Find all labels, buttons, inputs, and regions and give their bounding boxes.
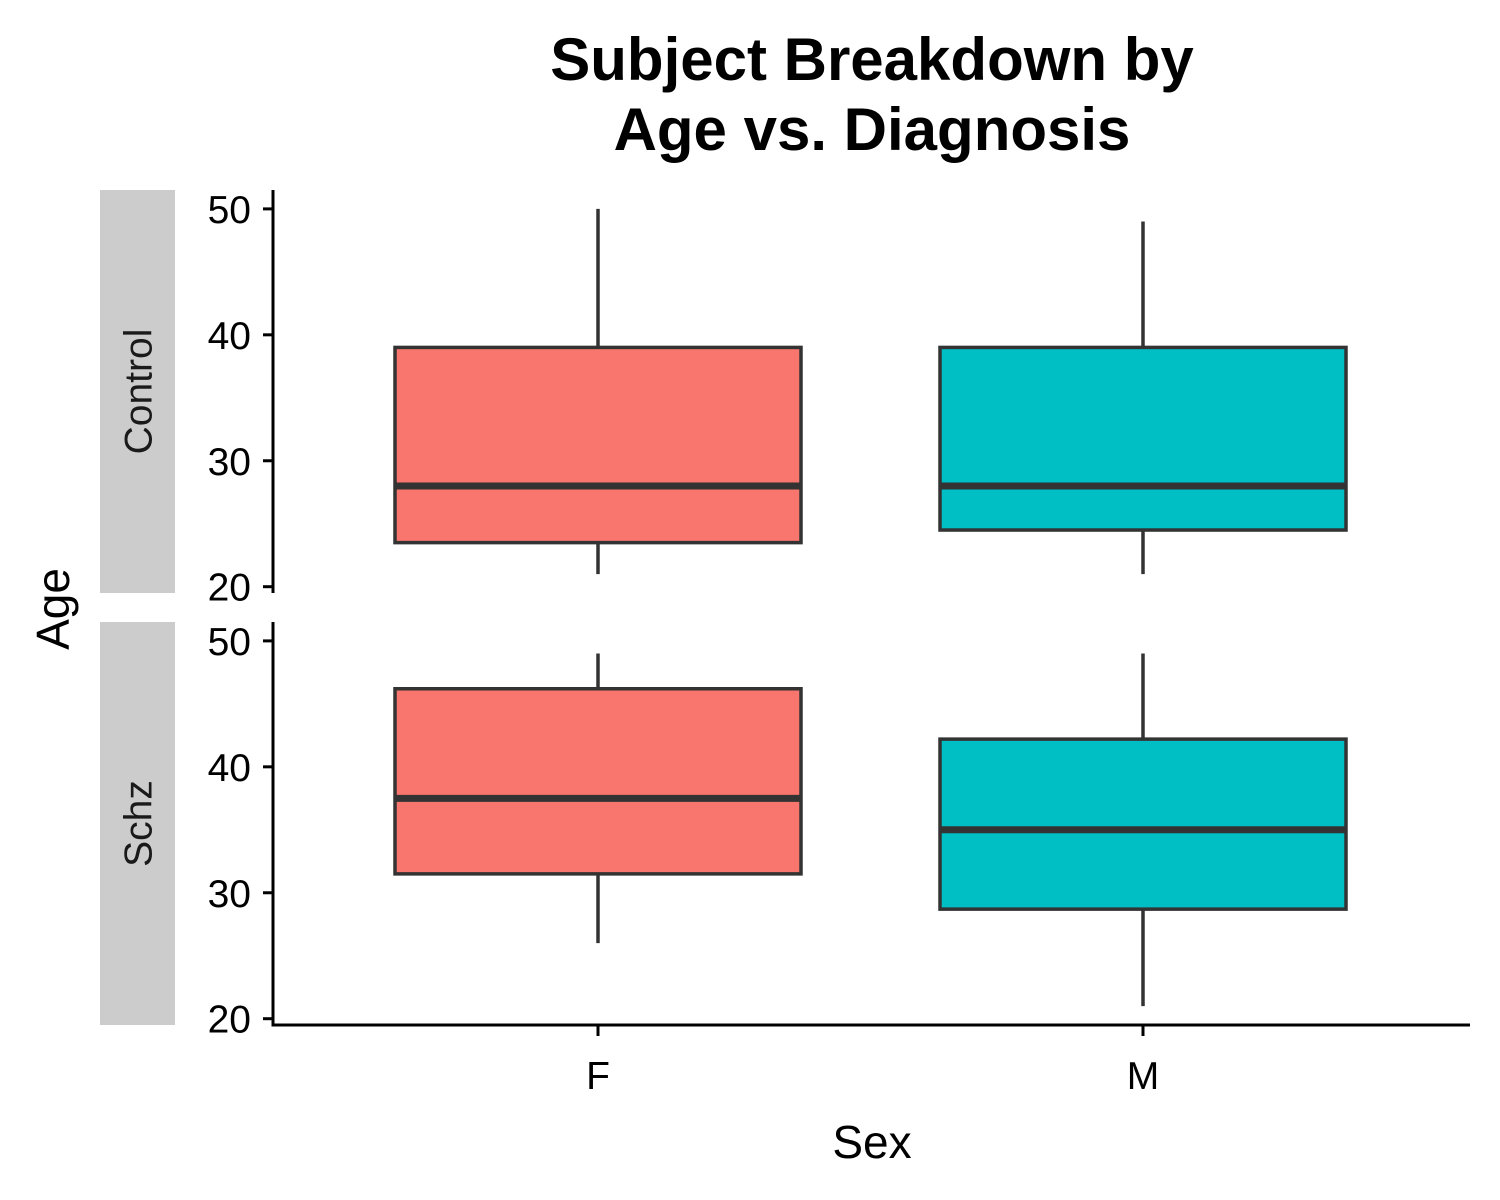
box-control-f [393,345,803,545]
y-tick-label-control-30: 30 [208,441,251,484]
y-tick-label-control-50: 50 [208,189,251,232]
x-tick-label-f: F [586,1055,610,1098]
plot-area: Control 20 30 40 50 Schz 20 30 40 50 F M [100,189,1470,1098]
facet-strip-schz [100,622,175,1025]
y-tick-label-schz-50: 50 [208,621,251,664]
y-tick-label-schz-40: 40 [208,747,251,790]
box-schz-f [393,686,803,876]
facet-label-schz: Schz [118,780,161,867]
box-control-m [938,345,1348,532]
chart-title-line-2: Age vs. Diagnosis [614,96,1131,163]
facet-label-control: Control [118,329,161,455]
x-tick-label-m: M [1127,1055,1160,1098]
facet-strip-control [100,190,175,593]
box-schz-m [938,737,1348,911]
y-tick-label-schz-30: 30 [208,873,251,916]
y-tick-label-schz-20: 20 [208,999,251,1042]
y-tick-label-control-40: 40 [208,315,251,358]
chart-title: Subject Breakdown by Age vs. Diagnosis [550,26,1194,163]
y-axis-title: Age [27,568,79,650]
x-axis-title: Sex [832,1116,911,1168]
chart-title-line-1: Subject Breakdown by [550,26,1194,93]
y-tick-label-control-20: 20 [208,567,251,610]
